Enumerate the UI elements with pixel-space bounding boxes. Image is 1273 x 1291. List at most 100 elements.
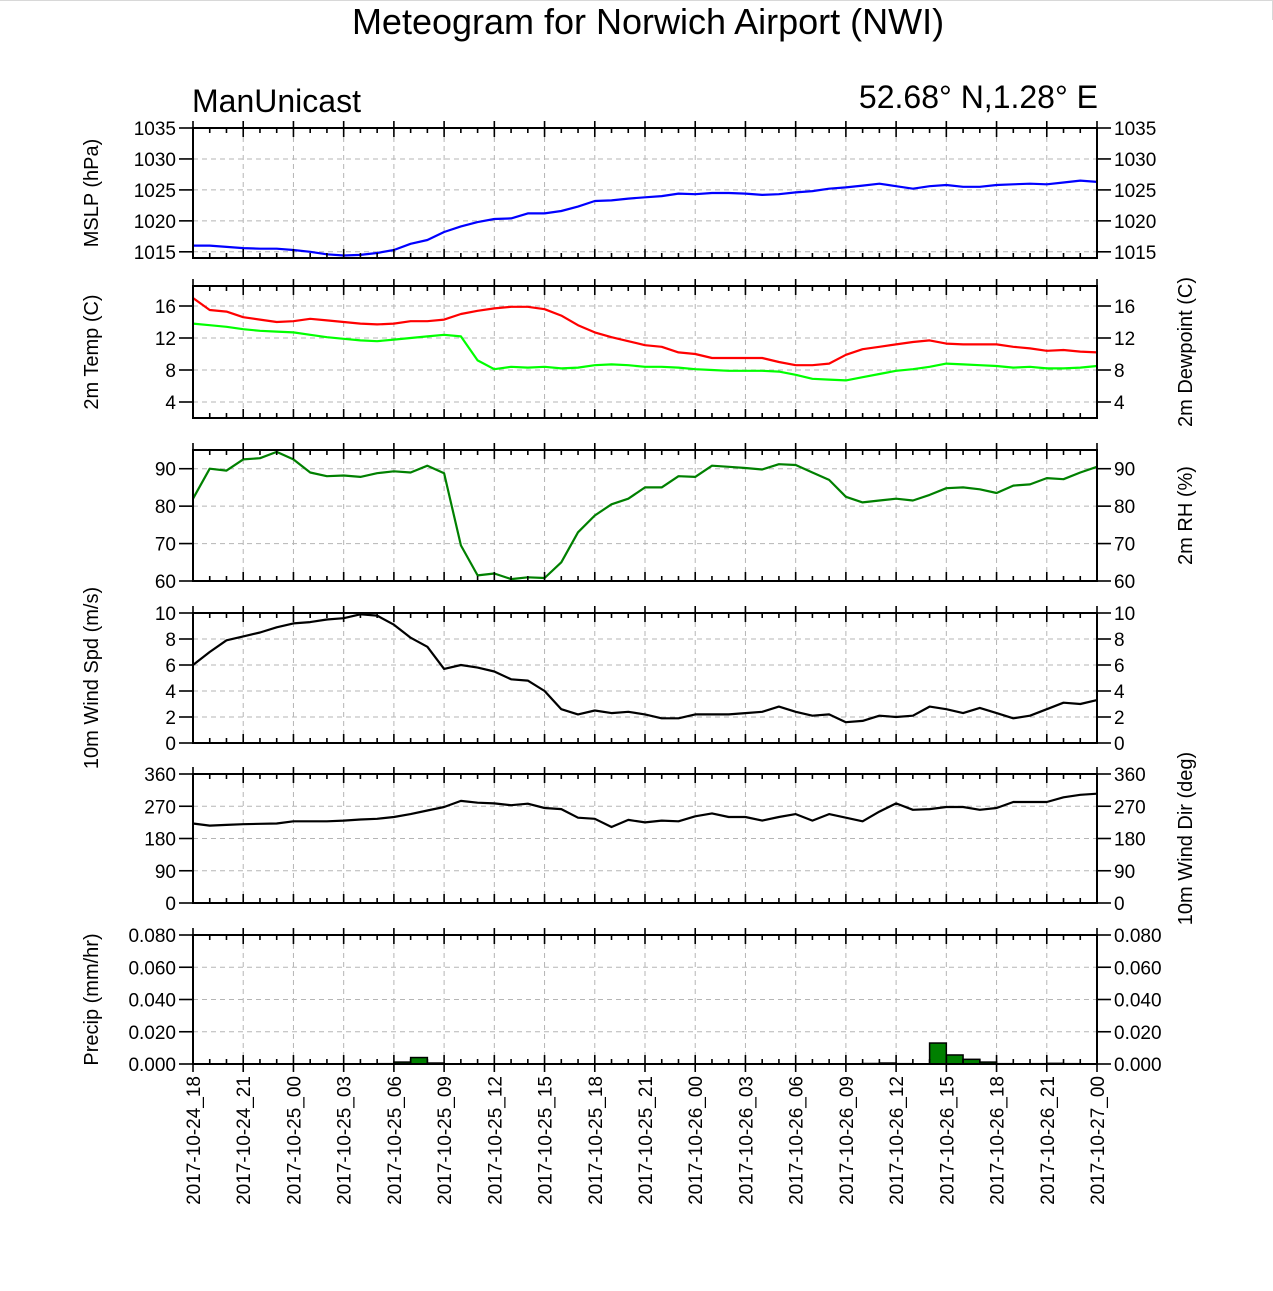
x-tick-label: 2017-10-26_18 [988, 1076, 1009, 1205]
y-tick-label-left: 90 [155, 862, 176, 883]
x-tick-label: 2017-10-25_09 [435, 1076, 456, 1205]
y-tick-label-right: 270 [1114, 797, 1146, 818]
y-tick-label-right: 0.040 [1114, 991, 1162, 1012]
panel-frame [192, 773, 1098, 904]
y-tick-label-right: 0.000 [1114, 1055, 1162, 1076]
x-tick-label: 2017-10-25_18 [586, 1076, 607, 1205]
y-tick-label-left: 1015 [134, 243, 176, 264]
y-tick-label-left: 10 [155, 604, 176, 625]
y-tick-label-right: 0 [1114, 734, 1125, 755]
y-tick-label-right: 2 [1114, 708, 1125, 729]
y-tick-label-left: 360 [144, 765, 176, 786]
y-tick-label-left: 4 [165, 682, 176, 703]
panel-frame [192, 127, 1098, 259]
y-tick-label-left: 0 [165, 734, 176, 755]
panel-wind_speed: 0 0 2 2 4 4 6 6 8 8 10 10 10m Wind Spd (m/s) [81, 587, 1135, 769]
y-tick-label-right: 360 [1114, 765, 1146, 786]
x-tick-label: 2017-10-27_00 [1088, 1076, 1109, 1205]
y-tick-label-left: 80 [155, 497, 176, 518]
x-tick-label: 2017-10-25_21 [636, 1076, 657, 1205]
x-tick-label: 2017-10-26_12 [887, 1076, 908, 1205]
y-tick-label-right: 4 [1114, 393, 1125, 414]
y-tick-label-right: 16 [1114, 297, 1135, 318]
y-tick-label-left: 0.060 [128, 958, 176, 979]
panel-frame [192, 285, 1098, 419]
y-tick-label-left: 6 [165, 656, 176, 677]
top-frame-rule [0, 0, 1273, 1]
x-tick-label: 2017-10-26_15 [937, 1076, 958, 1205]
y-tick-label-right: 0.080 [1114, 926, 1162, 947]
x-tick-label: 2017-10-25_00 [284, 1076, 305, 1205]
y-tick-label-left: 1035 [134, 119, 176, 140]
y-tick-label-right: 1030 [1114, 150, 1156, 171]
x-tick-label: 2017-10-24_18 [184, 1076, 205, 1205]
y-axis-title-right: 2m RH (%) [1175, 466, 1197, 565]
location-label: 52.68° N,1.28° E [859, 79, 1098, 115]
x-tick-label: 2017-10-26_21 [1038, 1076, 1059, 1205]
y-tick-label-left: 1030 [134, 150, 176, 171]
precip-bar [945, 1054, 964, 1065]
y-axis-title-right: 10m Wind Dir (deg) [1175, 752, 1197, 925]
y-tick-label-left: 2 [165, 708, 176, 729]
panel-wind_dir: 0 0 90 90 180 180 270 270 360 360 10m Wind Dir (de… [144, 752, 1197, 925]
x-tick-label: 2017-10-25_15 [536, 1076, 557, 1205]
y-tick-label-right: 1015 [1114, 243, 1156, 264]
y-tick-label-left: 90 [155, 460, 176, 481]
y-tick-label-right: 12 [1114, 329, 1135, 350]
model-label: ManUnicast [192, 83, 361, 119]
y-tick-label-right: 8 [1114, 630, 1125, 651]
y-tick-label-left: 180 [144, 830, 176, 851]
y-tick-label-right: 1020 [1114, 212, 1156, 233]
y-tick-label-left: 270 [144, 797, 176, 818]
y-tick-label-left: 60 [155, 572, 176, 593]
y-tick-label-right: 70 [1114, 535, 1135, 556]
y-tick-label-right: 0.020 [1114, 1023, 1162, 1044]
y-tick-label-right: 0 [1114, 894, 1125, 915]
y-tick-label-left: 0.040 [128, 991, 176, 1012]
series-line-2m-rh [192, 450, 1098, 581]
y-tick-label-right: 6 [1114, 656, 1125, 677]
y-tick-label-right: 60 [1114, 572, 1135, 593]
series-line-2m-temp [192, 297, 1098, 367]
y-tick-label-right: 10 [1114, 604, 1135, 625]
y-tick-label-left: 1025 [134, 181, 176, 202]
y-tick-label-left: 0 [165, 894, 176, 915]
x-tick-label: 2017-10-25_03 [335, 1076, 356, 1205]
y-tick-label-left: 0.020 [128, 1023, 176, 1044]
y-tick-label-left: 16 [155, 297, 176, 318]
y-axis-title-left: Precip (mm/hr) [81, 933, 103, 1065]
x-axis: 2017-10-24_18 2017-10-24_21 2017-10-25_00 2… [184, 1064, 1109, 1205]
panel-frame [192, 612, 1098, 744]
y-tick-label-left: 0.000 [128, 1055, 176, 1076]
y-tick-label-right: 1035 [1114, 119, 1156, 140]
panel-precip: 0.000 0.000 0.020 0.020 0.040 0.040 0.060 0.060… [81, 926, 1162, 1076]
chart-title: Meteogram for Norwich Airport (NWI) [352, 1, 944, 42]
x-tick-label: 2017-10-26_06 [787, 1076, 808, 1205]
y-tick-label-right: 4 [1114, 682, 1125, 703]
y-axis-title-left: 10m Wind Spd (m/s) [81, 587, 103, 769]
x-tick-label: 2017-10-26_09 [837, 1076, 858, 1205]
y-tick-label-right: 80 [1114, 497, 1135, 518]
x-tick-label: 2017-10-26_03 [736, 1076, 757, 1205]
panel-frame [192, 449, 1098, 582]
panel-temp: 4 4 8 8 12 12 16 16 2m Temp (C) 2m Dewpoint (C) [81, 277, 1197, 427]
precip-bar [928, 1042, 948, 1065]
y-tick-label-left: 4 [165, 393, 176, 414]
y-axis-title-right: 2m Dewpoint (C) [1175, 277, 1197, 427]
y-tick-label-right: 180 [1114, 830, 1146, 851]
panel-rh: 60 60 70 70 80 80 90 90 2m RH (%) [155, 443, 1197, 593]
x-tick-label: 2017-10-24_21 [234, 1076, 255, 1205]
y-axis-title-left: MSLP (hPa) [81, 139, 103, 248]
y-tick-label-left: 8 [165, 630, 176, 651]
y-tick-label-left: 70 [155, 535, 176, 556]
y-tick-label-right: 1025 [1114, 181, 1156, 202]
y-tick-label-left: 1020 [134, 212, 176, 233]
y-tick-label-left: 0.080 [128, 926, 176, 947]
panel-mslp: 1015 1015 1020 1020 1025 1025 1030 1030 1035 1035… [81, 119, 1156, 264]
y-tick-label-right: 90 [1114, 862, 1135, 883]
series-line-2m-dewpoint [192, 322, 1098, 382]
y-tick-label-left: 8 [165, 361, 176, 382]
x-tick-label: 2017-10-26_00 [686, 1076, 707, 1205]
y-tick-label-right: 0.060 [1114, 958, 1162, 979]
